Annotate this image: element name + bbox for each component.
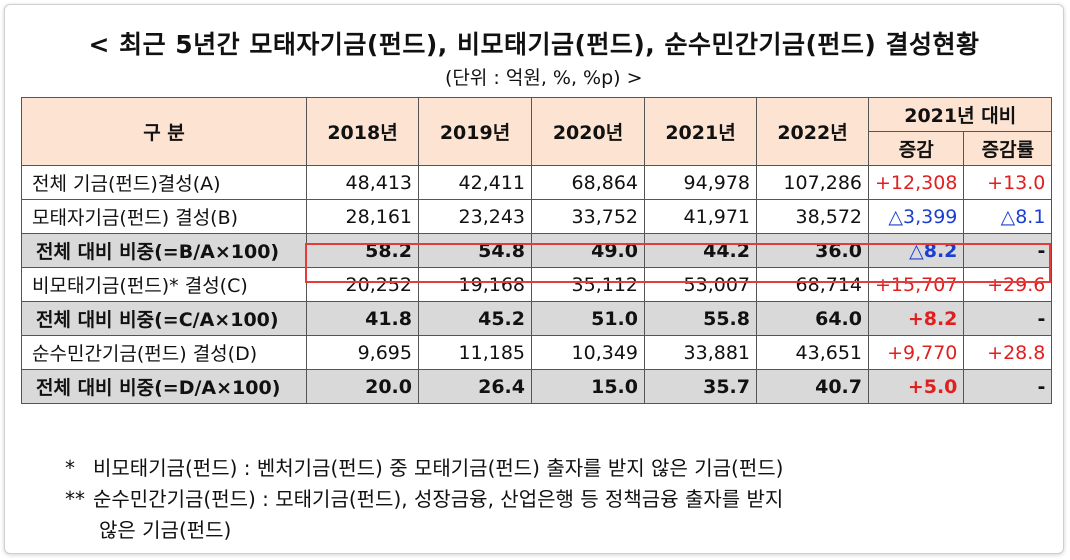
table-row: 모태자기금(펀드) 결성(B) 28,161 23,243 33,752 41,971 3… (21, 199, 1053, 234)
header-year: 2018년 (306, 97, 419, 166)
fund-status-table: 구 분 2018년 2019년 2020년 2021년 2022년 2021년 … (21, 97, 1053, 404)
header-change: 증감 (867, 131, 965, 166)
year-value-cell: 44.2 (644, 233, 757, 268)
row-label: 비모태기금(펀드)* 결성(C) (21, 267, 307, 302)
header-change-rate: 증감률 (963, 131, 1053, 166)
change-rate-cell: +13.0 (963, 165, 1053, 200)
header-year: 2020년 (531, 97, 645, 166)
year-value-cell: 42,411 (418, 165, 532, 200)
year-value-cell: 33,881 (644, 335, 757, 370)
year-value-cell: 107,286 (756, 165, 869, 200)
table-body: 전체 기금(펀드)결성(A) 48,413 42,411 68,864 94,978 10… (21, 165, 1053, 404)
year-value-cell: 68,864 (531, 165, 645, 200)
row-label: 전체 대비 비중(=D/A×100) (21, 369, 307, 404)
year-value-cell: 41,971 (644, 199, 757, 234)
year-value-cell: 33,752 (531, 199, 645, 234)
footnote: ** 순수민간기금(펀드) : 모태기금(펀드), 성장금융, 산업은행 등 정책… (65, 484, 783, 515)
footnote: * 비모태기금(펀드) : 벤처기금(펀드) 중 모태기금(펀드) 출자를 받지 … (65, 453, 783, 484)
year-value-cell: 11,185 (418, 335, 532, 370)
row-label: 순수민간기금(펀드) 결성(D) (21, 335, 307, 370)
year-value-cell: 94,978 (644, 165, 757, 200)
year-value-cell: 48,413 (306, 165, 419, 200)
unit-note: (단위 : 억원, %, %p) > (445, 67, 643, 89)
year-value-cell: 28,161 (306, 199, 419, 234)
footnotes: * 비모태기금(펀드) : 벤처기금(펀드) 중 모태기금(펀드) 출자를 받지 … (65, 453, 783, 546)
year-value-cell: 35,112 (531, 267, 645, 302)
year-value-cell: 20,252 (306, 267, 419, 302)
year-value-cell: 20.0 (306, 369, 419, 404)
table-row: 순수민간기금(펀드) 결성(D) 9,695 11,185 10,349 33,881 4… (21, 335, 1053, 370)
change-rate-cell: +28.8 (963, 335, 1053, 370)
year-value-cell: 10,349 (531, 335, 645, 370)
year-value-cell: 58.2 (306, 233, 419, 268)
header-compare-group: 2021년 대비 (867, 97, 1053, 132)
change-cell: △8.2 (867, 233, 965, 268)
year-value-cell: 26.4 (418, 369, 532, 404)
year-value-cell: 53,007 (644, 267, 757, 302)
row-label: 전체 기금(펀드)결성(A) (21, 165, 307, 200)
year-value-cell: 19,168 (418, 267, 532, 302)
document-frame: < 최근 5년간 모태자기금(펀드), 비모태기금(펀드), 순수민간기금(펀드… (4, 4, 1064, 554)
year-value-cell: 64.0 (756, 301, 869, 336)
year-value-cell: 23,243 (418, 199, 532, 234)
row-label: 모태자기금(펀드) 결성(B) (21, 199, 307, 234)
change-rate-cell: - (963, 301, 1053, 336)
change-rate-cell: - (963, 233, 1053, 268)
change-cell: +9,770 (867, 335, 965, 370)
year-value-cell: 49.0 (531, 233, 645, 268)
change-cell: △3,399 (867, 199, 965, 234)
year-value-cell: 35.7 (644, 369, 757, 404)
year-value-cell: 51.0 (531, 301, 645, 336)
year-value-cell: 43,651 (756, 335, 869, 370)
year-value-cell: 36.0 (756, 233, 869, 268)
ratio-row: 전체 대비 비중(=B/A×100) 58.2 54.8 49.0 44.2 36.0 △8… (21, 233, 1053, 268)
change-rate-cell: △8.1 (963, 199, 1053, 234)
year-value-cell: 38,572 (756, 199, 869, 234)
year-value-cell: 41.8 (306, 301, 419, 336)
year-value-cell: 55.8 (644, 301, 757, 336)
change-cell: +15,707 (867, 267, 965, 302)
footnote-text: 비모태기금(펀드) : 벤처기금(펀드) 중 모태기금(펀드) 출자를 받지 않… (93, 456, 784, 480)
ratio-row: 전체 대비 비중(=D/A×100) 20.0 26.4 15.0 35.7 40.7 +5… (21, 369, 1053, 404)
year-value-cell: 9,695 (306, 335, 419, 370)
header-year: 2019년 (418, 97, 532, 166)
year-value-cell: 45.2 (418, 301, 532, 336)
change-cell: +8.2 (867, 301, 965, 336)
footnote-mark: ** (65, 487, 85, 511)
header-year: 2021년 (644, 97, 757, 166)
page-title: < 최근 5년간 모태자기금(펀드), 비모태기금(펀드), 순수민간기금(펀드… (88, 30, 980, 59)
change-cell: +5.0 (867, 369, 965, 404)
row-label: 전체 대비 비중(=C/A×100) (21, 301, 307, 336)
change-rate-cell: - (963, 369, 1053, 404)
ratio-row: 전체 대비 비중(=C/A×100) 41.8 45.2 51.0 55.8 64.0 +8… (21, 301, 1053, 336)
table-row: 전체 기금(펀드)결성(A) 48,413 42,411 68,864 94,978 10… (21, 165, 1053, 200)
footnote-mark: * (65, 456, 75, 480)
year-value-cell: 54.8 (418, 233, 532, 268)
header-category: 구 분 (21, 97, 307, 166)
row-label: 전체 대비 비중(=B/A×100) (21, 233, 307, 268)
footnote-continuation: 않은 기금(펀드) (99, 518, 232, 542)
header-year: 2022년 (756, 97, 869, 166)
footnote-text: 순수민간기금(펀드) : 모태기금(펀드), 성장금융, 산업은행 등 정책금융… (93, 487, 784, 511)
year-value-cell: 40.7 (756, 369, 869, 404)
table-row: 비모태기금(펀드)* 결성(C) 20,252 19,168 35,112 53,007… (21, 267, 1053, 302)
year-value-cell: 15.0 (531, 369, 645, 404)
change-cell: +12,308 (867, 165, 965, 200)
year-value-cell: 68,714 (756, 267, 869, 302)
change-rate-cell: +29.6 (963, 267, 1053, 302)
